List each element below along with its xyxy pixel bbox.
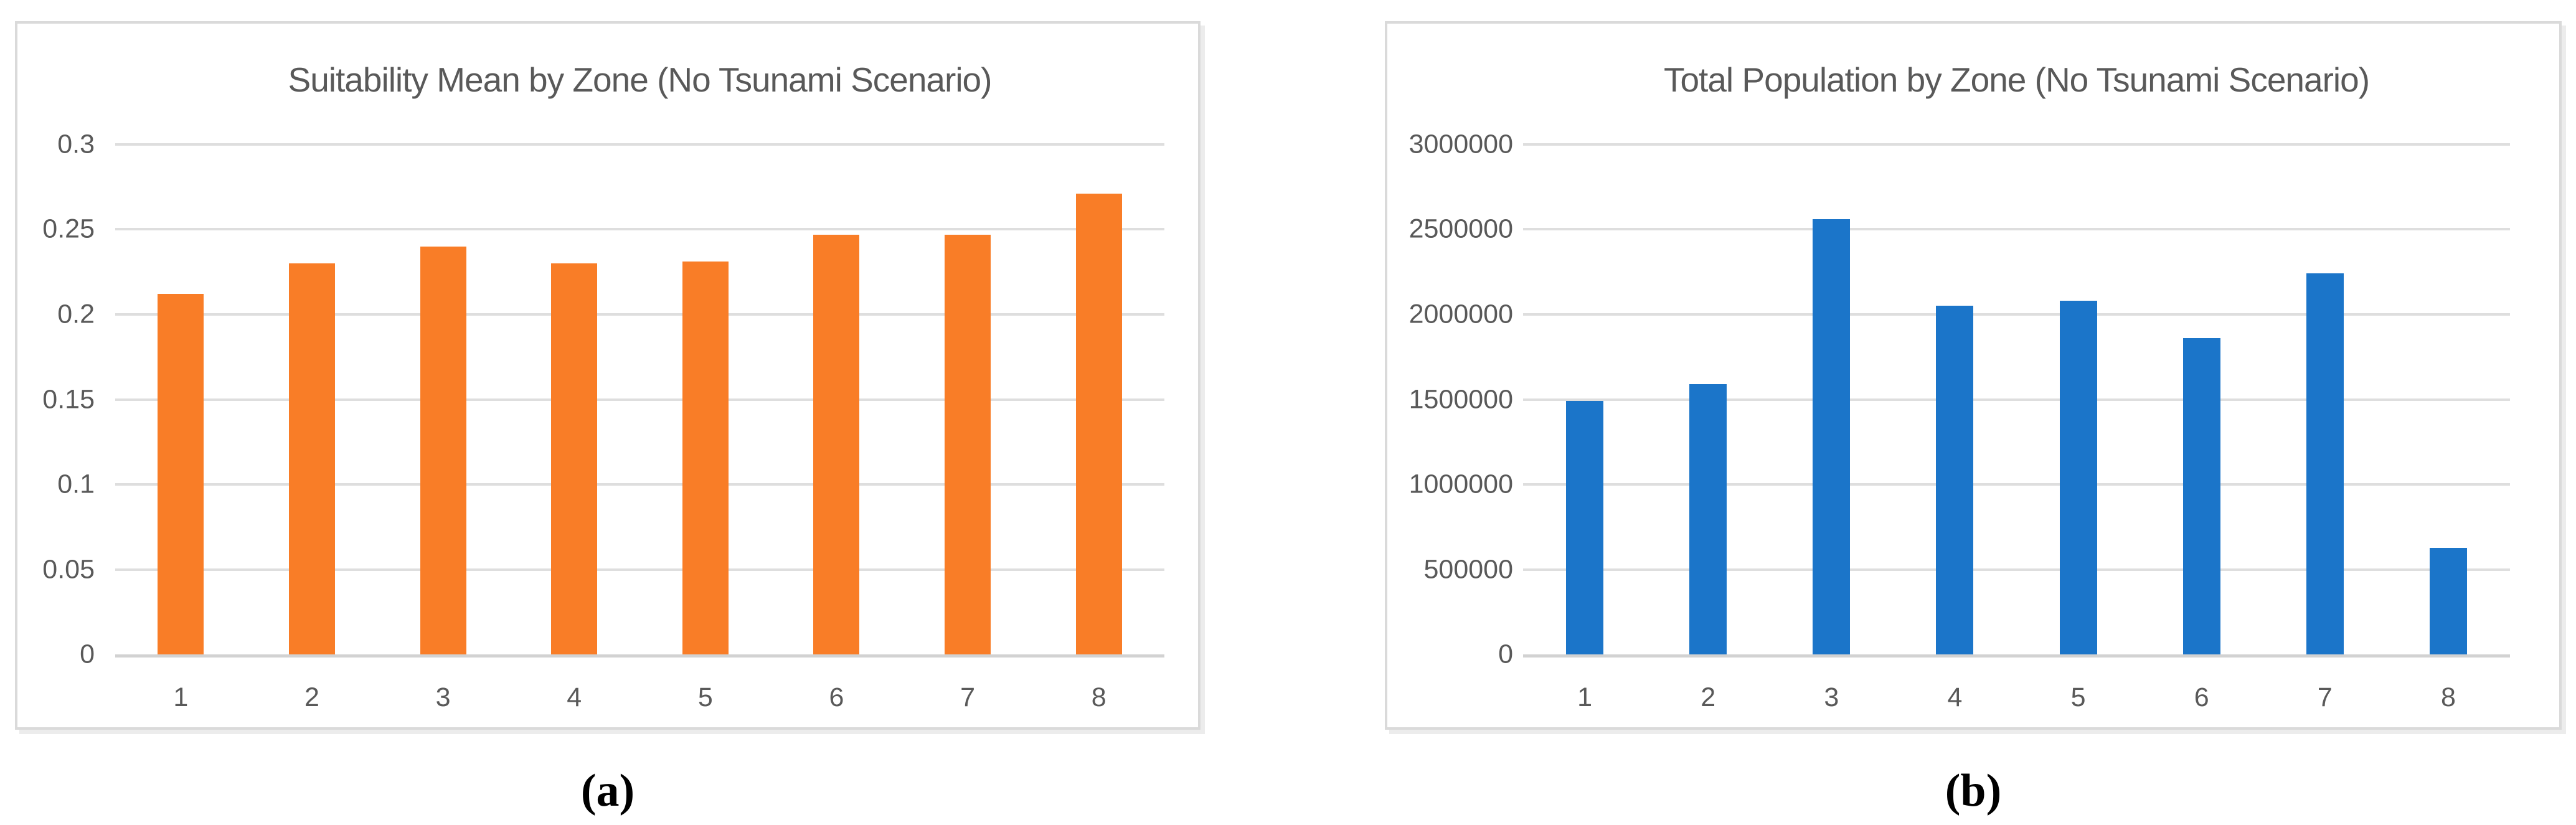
y-tick-label: 0.2 (57, 299, 95, 329)
bar-slot (640, 144, 771, 654)
gridline (1523, 313, 2510, 316)
bar-zone-7 (945, 234, 991, 654)
gridline (1523, 143, 2510, 146)
bar-zone-7 (2306, 273, 2344, 654)
gridline (1523, 398, 2510, 401)
bar-series (1523, 144, 2510, 654)
bar-slot (1893, 144, 2016, 654)
bar-slot (2387, 144, 2510, 654)
bar-zone-6 (813, 234, 860, 654)
x-tick-label: 4 (1947, 682, 1963, 712)
x-tick-label: 3 (435, 682, 451, 712)
y-tick-label: 0 (80, 639, 95, 669)
x-tick-label: 1 (173, 682, 189, 712)
bar-zone-6 (2182, 338, 2220, 654)
gridline (1523, 483, 2510, 486)
y-tick-label: 2500000 (1408, 214, 1513, 244)
gridlines (115, 143, 1164, 654)
x-tick-label: 7 (2317, 682, 2333, 712)
x-axis-tick-labels: 1 2 3 4 5 6 7 8 (115, 679, 1164, 716)
x-tick-label: 1 (1577, 682, 1593, 712)
chart-title: Total Population by Zone (No Tsunami Sce… (1663, 60, 2370, 99)
gridline (115, 398, 1164, 401)
subfigure-label-a: (a) (580, 765, 635, 816)
bar-slot (1523, 144, 1646, 654)
x-axis-tick-labels: 1 2 3 4 5 6 7 8 (1523, 679, 2510, 716)
x-tick-label: 6 (829, 682, 844, 712)
subfigure-label-b: (b) (1945, 765, 2002, 816)
x-tick-label: 8 (2440, 682, 2456, 712)
gridlines (1523, 143, 2510, 654)
bar-slot (247, 144, 378, 654)
bar-zone-4 (551, 263, 598, 654)
plot-area (1523, 143, 2510, 658)
bar-slot (902, 144, 1034, 654)
gridline (115, 483, 1164, 486)
gridline (1523, 228, 2510, 231)
y-tick-label: 1000000 (1408, 469, 1513, 499)
bar-slot (115, 144, 247, 654)
y-tick-label: 0.1 (57, 469, 95, 499)
x-tick-label: 5 (697, 682, 713, 712)
bar-slot (771, 144, 902, 654)
bar-zone-1 (158, 294, 204, 654)
gridline (115, 143, 1164, 146)
y-tick-label: 3000000 (1408, 129, 1513, 159)
y-tick-label: 0.15 (42, 384, 95, 414)
y-tick-label: 0.25 (42, 214, 95, 244)
x-tick-label: 4 (567, 682, 582, 712)
gridline (115, 313, 1164, 316)
y-tick-label: 0 (1498, 639, 1513, 669)
bar-zone-5 (682, 262, 729, 654)
y-axis-tick-labels: 0 0.05 0.1 0.15 0.2 0.25 0.3 (17, 130, 95, 669)
x-tick-label: 2 (1701, 682, 1716, 712)
bar-zone-5 (2059, 301, 2097, 654)
x-tick-label: 8 (1091, 682, 1106, 712)
gridline (1523, 568, 2510, 571)
bar-slot (509, 144, 640, 654)
bar-slot (1770, 144, 1893, 654)
bar-zone-2 (288, 263, 335, 654)
bar-zone-4 (1936, 306, 1974, 654)
bar-slot (377, 144, 509, 654)
bar-zone-8 (1075, 194, 1122, 654)
y-tick-label: 0.05 (42, 554, 95, 584)
bar-slot (1033, 144, 1164, 654)
x-tick-label: 2 (304, 682, 319, 712)
chart-title: Suitability Mean by Zone (No Tsunami Sce… (288, 60, 993, 99)
gridline (115, 568, 1164, 571)
y-axis-tick-labels: 0 500000 1000000 1500000 2000000 2500000 30000… (1387, 130, 1514, 669)
gridline (115, 228, 1164, 231)
bar-series (115, 144, 1164, 654)
x-tick-label: 3 (1824, 682, 1839, 712)
y-tick-label: 2000000 (1408, 299, 1513, 329)
bar-slot (2140, 144, 2263, 654)
plot-area (115, 143, 1164, 658)
bar-slot (2017, 144, 2140, 654)
bar-zone-3 (420, 246, 466, 654)
x-tick-label: 6 (2194, 682, 2209, 712)
bar-zone-1 (1566, 401, 1604, 654)
y-tick-label: 0.3 (57, 129, 95, 159)
bar-slot (1646, 144, 1770, 654)
chart-panel-a: Suitability Mean by Zone (No Tsunami Sce… (15, 21, 1201, 730)
x-tick-label: 7 (960, 682, 976, 712)
bar-slot (2263, 144, 2387, 654)
bar-zone-2 (1689, 384, 1727, 654)
x-tick-label: 5 (2070, 682, 2086, 712)
y-tick-label: 1500000 (1408, 384, 1513, 414)
bar-zone-3 (1813, 219, 1851, 654)
chart-panel-b: Total Population by Zone (No Tsunami Sce… (1385, 21, 2562, 730)
bar-zone-8 (2429, 548, 2467, 654)
y-tick-label: 500000 (1423, 554, 1514, 584)
